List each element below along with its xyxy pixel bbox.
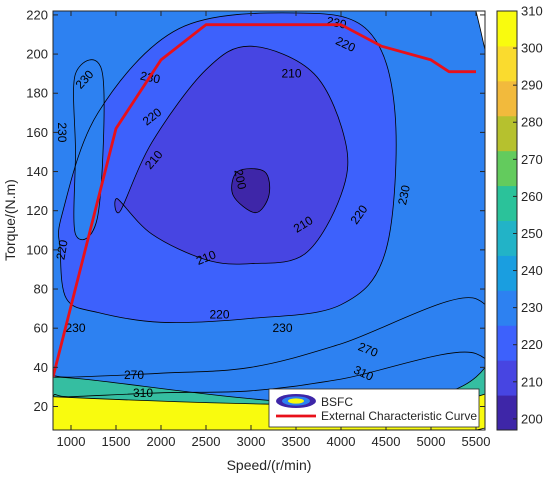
x-tick-label: 5500: [462, 434, 491, 449]
y-tick-label: 20: [34, 399, 48, 414]
y-tick-label: 100: [26, 242, 48, 257]
legend-box: [268, 388, 480, 428]
x-axis-ticks: 1000 1500 2000 2500 3000 3500 4000 4500 5000 5500: [57, 11, 491, 449]
y-tick-label: 200: [26, 47, 48, 62]
colorbar-band: [497, 80, 517, 117]
x-tick-label: 2500: [192, 434, 221, 449]
contour-label: 230: [55, 122, 69, 142]
x-axis-label: Speed/(r/min): [227, 457, 312, 473]
y-tick-label: 40: [34, 360, 48, 375]
contour-label: 270: [124, 368, 144, 382]
bsfc-legend-icon: [276, 394, 316, 408]
colorbar-ticks: 200 210 220 230 240 250 260 270 280 290 300 310: [513, 4, 543, 426]
colorbar-band: [497, 45, 517, 82]
x-tick-label: 2000: [147, 434, 176, 449]
colorbar-tick-label: 310: [521, 4, 543, 19]
contour-line-220-3: [58, 12, 397, 323]
colorbar-band: [497, 395, 517, 431]
y-tick-label: 160: [26, 125, 48, 140]
y-tick-label: 120: [26, 203, 48, 218]
colorbar-tick-label: 200: [521, 411, 543, 426]
y-tick-label: 140: [26, 164, 48, 179]
legend-entry-curve: External Characteristic Curve: [321, 409, 477, 423]
colorbar: [497, 11, 517, 431]
contour-label: 210: [281, 67, 301, 81]
plot-frame: [52, 10, 486, 431]
data-curves: [53, 23, 476, 378]
colorbar-band: [497, 255, 517, 291]
contour-label: 230: [325, 14, 348, 32]
colorbar-band: [497, 220, 517, 256]
contour-label: 230: [65, 321, 85, 335]
legend-entry-bsfc: BSFC: [321, 395, 353, 409]
contour-label: 230: [395, 183, 413, 206]
contour-label: 310: [133, 386, 153, 400]
colorbar-tick-label: 230: [521, 300, 543, 315]
y-axis-ticks: 20 40 60 80 100 120 140 160 180 200 220: [26, 7, 485, 414]
contour-line-310-0: [53, 351, 485, 430]
x-tick-label: 3000: [237, 434, 266, 449]
colorbar-band: [497, 360, 517, 396]
contour-label: 200: [231, 168, 249, 191]
contour-line-210-4: [114, 45, 349, 265]
colorbar-tick-label: 250: [521, 226, 543, 241]
external-characteristic-curve: [53, 23, 476, 378]
colorbar-band: [497, 150, 517, 187]
contour-region-230-6: [73, 59, 105, 240]
colorbar-band: [497, 185, 517, 221]
colorbar-tick-label: 280: [521, 115, 543, 130]
colorbar-tick-label: 240: [521, 263, 543, 278]
y-tick-label: 180: [26, 86, 48, 101]
x-tick-label: 5000: [417, 434, 446, 449]
colorbar-tick-label: 260: [521, 189, 543, 204]
contour-label: 230: [272, 321, 292, 335]
colorbar-tick-label: 270: [521, 152, 543, 167]
y-axis-label: Torque/(N.m): [2, 179, 18, 261]
y-tick-label: 60: [34, 321, 48, 336]
contour-fills: [53, 11, 485, 430]
x-tick-label: 4500: [372, 434, 401, 449]
contour-line-200-5: [231, 168, 271, 214]
y-tick-label: 220: [26, 7, 48, 22]
contour-region-210-4: [114, 46, 348, 265]
legend: BSFC External Characteristic Curve: [268, 388, 480, 428]
colorbar-tick-label: 300: [521, 41, 543, 56]
colorbar-tick-label: 210: [521, 374, 543, 389]
colorbar-band: [497, 11, 517, 47]
colorbar-band: [497, 290, 517, 326]
contour-label: 220: [53, 238, 70, 260]
x-tick-label: 4000: [327, 434, 356, 449]
colorbar-band: [497, 325, 517, 361]
colorbar-frame: [496, 10, 518, 431]
x-tick-label: 1500: [102, 434, 131, 449]
colorbar-tick-label: 290: [521, 78, 543, 93]
x-tick-label: 1000: [57, 434, 86, 449]
x-tick-label: 3500: [282, 434, 311, 449]
contour-region-200-5: [231, 168, 270, 213]
contour-label: 220: [209, 307, 229, 321]
y-tick-label: 80: [34, 282, 48, 297]
colorbar-band: [497, 115, 517, 152]
colorbar-tick-label: 220: [521, 337, 543, 352]
